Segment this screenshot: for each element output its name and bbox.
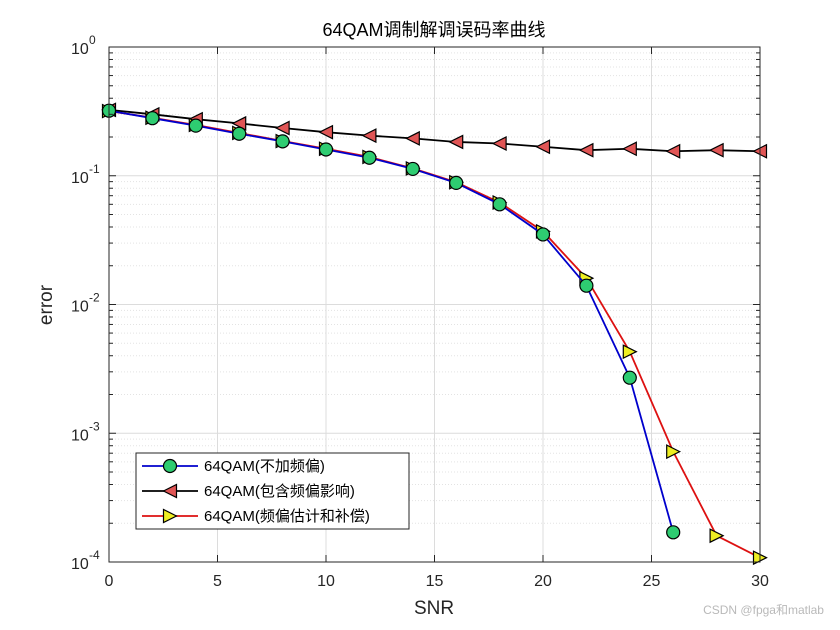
data-point [535, 139, 551, 155]
data-point [188, 118, 203, 133]
legend-label: 64QAM(不加频偏) [204, 458, 325, 475]
data-point [275, 134, 290, 149]
legend-marker [162, 483, 178, 499]
data-point [361, 128, 377, 144]
y-tick-base: 10 [71, 170, 89, 187]
series-layer [101, 102, 768, 566]
legend: 64QAM(不加频偏) 64QAM(包含频偏影响) 64QAM(频偏估计和补偿) [135, 452, 410, 530]
y-tick-exponent: 0 [89, 33, 96, 47]
legend-entry: 64QAM(不加频偏) [142, 458, 325, 475]
data-point [145, 111, 160, 126]
chart-title: 64QAM调制解调误码率曲线 [322, 20, 545, 40]
y-tick-exponent: -1 [89, 162, 100, 176]
x-tick-label: 10 [317, 573, 335, 590]
series-line [108, 108, 761, 153]
data-point [448, 134, 464, 150]
data-point [405, 161, 420, 177]
data-point [622, 344, 638, 360]
y-tick-label: 10-1 [71, 162, 100, 187]
legend-marker [162, 458, 178, 474]
data-point [274, 120, 290, 136]
y-tick-base: 10 [71, 556, 89, 573]
data-point [708, 142, 724, 158]
data-point [318, 124, 334, 140]
y-tick-base: 10 [71, 299, 89, 316]
data-point [666, 444, 682, 460]
y-axis-label: error [36, 284, 57, 325]
data-point [232, 126, 247, 141]
data-point [449, 175, 464, 190]
data-point [492, 197, 507, 212]
data-point [709, 528, 725, 544]
data-point [491, 136, 507, 151]
y-tick-label: 10-2 [71, 291, 100, 316]
data-point [318, 142, 334, 157]
watermark: CSDN @fpga和matlab [703, 603, 824, 617]
y-tick-base: 10 [71, 41, 89, 58]
legend-marker [162, 508, 178, 524]
x-tick-labels: 0 5 10 15 20 25 30 [105, 573, 769, 590]
y-tick-exponent: -3 [89, 419, 100, 433]
y-tick-exponent: -2 [89, 291, 100, 305]
data-point [665, 143, 681, 159]
y-tick-base: 10 [71, 427, 89, 444]
x-tick-label: 30 [751, 573, 769, 590]
legend-label: 64QAM(频偏估计和补偿) [204, 508, 370, 525]
y-tick-label: 10-3 [71, 419, 100, 444]
x-tick-label: 0 [105, 573, 114, 590]
data-point [578, 142, 594, 158]
legend-label: 64QAM(包含频偏影响) [204, 483, 355, 500]
x-tick-label: 20 [534, 573, 552, 590]
series-1 [101, 103, 681, 540]
data-point [404, 130, 420, 146]
data-point [622, 370, 637, 385]
data-point [535, 227, 551, 242]
axis-ticks [108, 46, 761, 563]
legend-entry: 64QAM(包含频偏影响) [142, 483, 355, 500]
x-tick-label: 15 [426, 573, 444, 590]
series-line [108, 109, 675, 533]
x-tick-label: 25 [643, 573, 661, 590]
y-tick-label: 10-4 [71, 548, 100, 573]
y-tick-exponent: -4 [89, 548, 100, 562]
x-axis-label: SNR [414, 598, 454, 619]
legend-entry: 64QAM(频偏估计和补偿) [142, 508, 370, 525]
data-point [579, 278, 594, 293]
x-tick-label: 5 [213, 573, 222, 590]
data-point [666, 525, 681, 540]
y-tick-label: 100 [71, 33, 96, 58]
data-point [621, 141, 637, 157]
data-point [362, 150, 377, 165]
